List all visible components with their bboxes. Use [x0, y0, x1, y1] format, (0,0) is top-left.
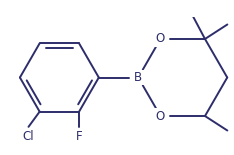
Text: Cl: Cl [23, 131, 34, 144]
Text: O: O [156, 110, 165, 123]
Text: B: B [134, 71, 142, 84]
Text: F: F [76, 131, 82, 144]
Text: O: O [156, 32, 165, 45]
